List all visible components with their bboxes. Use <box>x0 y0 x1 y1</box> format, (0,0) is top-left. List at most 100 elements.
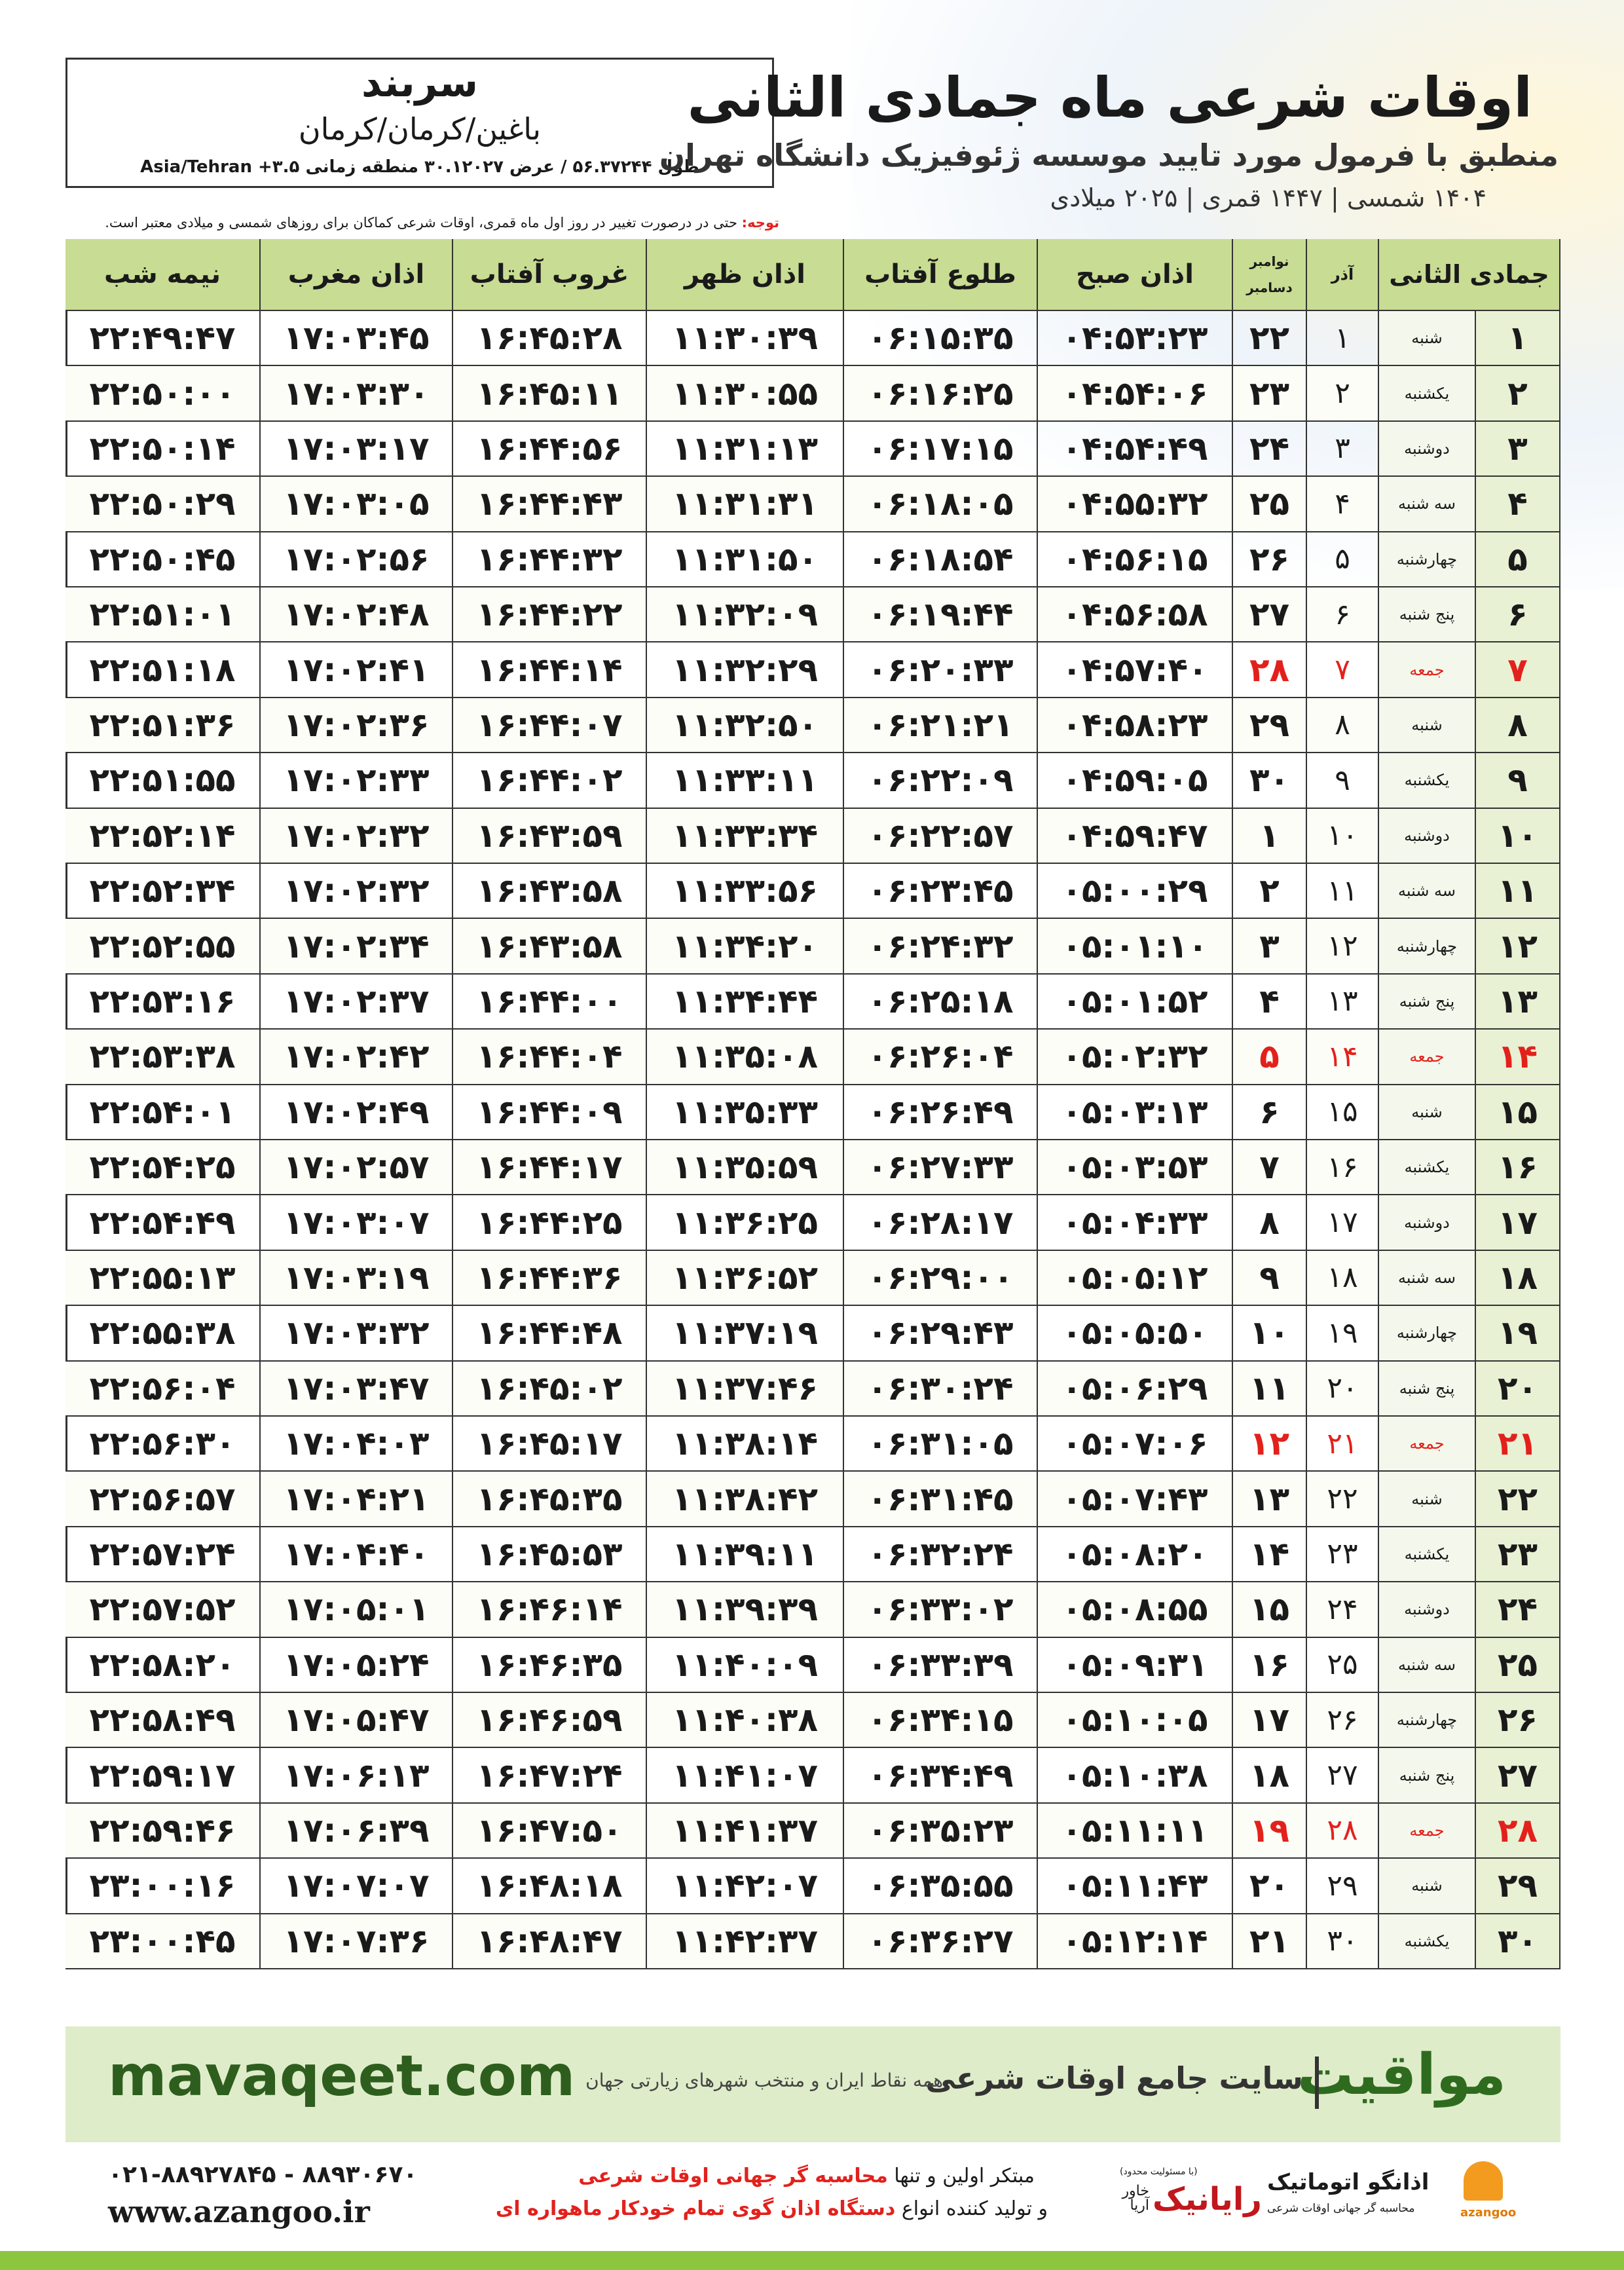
time-cell: ۰۶:۲۹:۰۰ <box>844 1250 1038 1307</box>
time-cell: ۰۶:۳۴:۱۵ <box>844 1693 1038 1749</box>
azar-cell: ۱۶ <box>1307 1140 1379 1196</box>
gregorian-cell: ۳۰ <box>1233 753 1307 809</box>
time-cell: ۲۲:۵۰:۲۹ <box>65 477 261 532</box>
time-cell: ۲۲:۵۴:۴۹ <box>65 1195 261 1251</box>
time-cell: ۰۶:۲۳:۴۵ <box>844 864 1038 920</box>
time-cell: ۰۶:۲۶:۰۴ <box>844 1030 1038 1085</box>
time-cell: ۲۳:۰۰:۴۵ <box>65 1914 261 1969</box>
time-cell: ۱۶:۴۵:۵۳ <box>453 1527 647 1583</box>
time-cell: ۱۱:۳۵:۳۳ <box>647 1085 844 1140</box>
azar-cell: ۲۸ <box>1307 1803 1379 1859</box>
time-cell: ۱۶:۴۳:۵۹ <box>453 808 647 864</box>
gregorian-cell: ۲۹ <box>1233 698 1307 754</box>
subtitle: منطبق با فرمول مورد تایید موسسه ژئوفیزیک… <box>659 138 1559 173</box>
time-cell: ۱۱:۳۷:۴۶ <box>647 1361 844 1417</box>
day-cell: ۱۹ <box>1476 1306 1560 1362</box>
time-cell: ۱۱:۳۱:۱۳ <box>647 421 844 477</box>
weekday-cell: شنبه <box>1379 311 1476 367</box>
azangoo-logo: اذانگو اتوماتیک <box>1267 2169 1430 2195</box>
time-cell: ۱۷:۰۳:۰۵ <box>261 477 453 532</box>
time-cell: ۱۱:۳۲:۰۹ <box>647 587 844 643</box>
time-cell: ۱۷:۰۲:۵۷ <box>261 1140 453 1196</box>
time-cell: ۱۶:۴۳:۵۸ <box>453 864 647 920</box>
day-cell: ۲۹ <box>1476 1859 1560 1914</box>
promo-highlight: دستگاه اذان گوی تمام خودکار ماهواره ای <box>495 2197 896 2220</box>
time-cell: ۱۱:۴۲:۳۷ <box>647 1914 844 1969</box>
azangoo-icon <box>1464 2161 1503 2201</box>
time-cell: ۱۶:۴۶:۵۹ <box>453 1693 647 1749</box>
time-cell: ۰۶:۳۱:۴۵ <box>844 1472 1038 1527</box>
time-cell: ۱۱:۳۳:۱۱ <box>647 753 844 809</box>
header-label: اذان صبح <box>1076 259 1194 289</box>
weekday-cell: پنج شنبه <box>1379 1361 1476 1417</box>
azar-cell: ۴ <box>1307 477 1379 532</box>
day-cell: ۲۱ <box>1476 1417 1560 1472</box>
day-cell: ۲۴ <box>1476 1582 1560 1638</box>
time-cell: ۱۶:۴۴:۰۷ <box>453 698 647 754</box>
prayer-table: جمادی الثانی آذر نوامبر دسامبر اذان صبح طلوع … <box>65 239 1560 1969</box>
time-cell: ۱۱:۴۲:۰۷ <box>647 1859 844 1914</box>
time-cell: ۰۴:۵۴:۴۹ <box>1038 421 1233 477</box>
header-cell: اذان مغرب <box>261 239 453 311</box>
city: سربند <box>361 60 478 106</box>
time-cell: ۱۱:۳۸:۱۴ <box>647 1417 844 1472</box>
time-cell: ۰۶:۲۹:۴۳ <box>844 1306 1038 1362</box>
time-cell: ۱۱:۳۷:۱۹ <box>647 1306 844 1362</box>
weekday-cell: دوشنبه <box>1379 421 1476 477</box>
azar-cell: ۲۳ <box>1307 1527 1379 1583</box>
time-cell: ۲۲:۵۱:۰۱ <box>65 587 261 643</box>
header-label: نوامبر <box>1249 253 1289 269</box>
gregorian-cell: ۱۹ <box>1233 1803 1307 1859</box>
khavar-logo: خاور آریا <box>1122 2183 1149 2214</box>
azar-cell: ۹ <box>1307 753 1379 809</box>
time-cell: ۱۷:۰۵:۰۱ <box>261 1582 453 1638</box>
title: اوقات شرعی ماه جمادی الثانی <box>687 65 1532 130</box>
time-cell: ۱۶:۴۴:۴۸ <box>453 1306 647 1362</box>
time-cell: ۲۲:۵۶:۵۷ <box>65 1472 261 1527</box>
time-cell: ۱۶:۴۳:۵۸ <box>453 919 647 975</box>
header-cell: جمادی الثانی <box>1379 239 1560 311</box>
time-cell: ۱۱:۳۶:۵۲ <box>647 1250 844 1307</box>
weekday-cell: چهارشنبه <box>1379 1306 1476 1362</box>
time-cell: ۱۱:۳۳:۵۶ <box>647 864 844 920</box>
time-cell: ۰۵:۰۵:۵۰ <box>1038 1306 1233 1362</box>
footer-band <box>65 2026 1560 2142</box>
gregorian-cell: ۱۰ <box>1233 1306 1307 1362</box>
time-cell: ۲۲:۵۸:۲۰ <box>65 1637 261 1693</box>
time-cell: ۱۷:۰۳:۱۷ <box>261 421 453 477</box>
time-cell: ۱۶:۴۷:۵۰ <box>453 1803 647 1859</box>
time-cell: ۰۵:۰۸:۵۵ <box>1038 1582 1233 1638</box>
time-cell: ۱۷:۰۳:۰۷ <box>261 1195 453 1251</box>
time-cell: ۰۶:۳۶:۲۷ <box>844 1914 1038 1969</box>
time-cell: ۱۱:۳۰:۳۹ <box>647 311 844 367</box>
time-cell: ۱۷:۰۲:۳۲ <box>261 808 453 864</box>
time-cell: ۲۲:۵۰:۴۵ <box>65 532 261 587</box>
day-cell: ۸ <box>1476 698 1560 754</box>
time-cell: ۱۶:۴۴:۴۳ <box>453 477 647 532</box>
phones: ۰۲۱-۸۸۹۲۷۸۴۵ - ۸۸۹۳۰۶۷۰ <box>108 2161 418 2188</box>
time-cell: ۱۶:۴۴:۲۵ <box>453 1195 647 1251</box>
time-cell: ۰۴:۵۸:۲۳ <box>1038 698 1233 754</box>
weekday-cell: یکشنبه <box>1379 366 1476 422</box>
time-cell: ۲۲:۵۱:۱۸ <box>65 642 261 698</box>
time-cell: ۰۴:۵۹:۴۷ <box>1038 808 1233 864</box>
time-cell: ۰۶:۲۰:۳۳ <box>844 642 1038 698</box>
weekday-cell: یکشنبه <box>1379 1527 1476 1583</box>
time-cell: ۱۶:۴۴:۱۴ <box>453 642 647 698</box>
gregorian-cell: ۲۲ <box>1233 311 1307 367</box>
azar-cell: ۳۰ <box>1307 1914 1379 1969</box>
time-cell: ۱۶:۴۶:۳۵ <box>453 1637 647 1693</box>
day-cell: ۵ <box>1476 532 1560 587</box>
day-cell: ۲۶ <box>1476 1693 1560 1749</box>
time-cell: ۰۵:۱۲:۱۴ <box>1038 1914 1233 1969</box>
weekday-cell: چهارشنبه <box>1379 1693 1476 1749</box>
time-cell: ۱۷:۰۴:۰۳ <box>261 1417 453 1472</box>
weekday-cell: یکشنبه <box>1379 1914 1476 1969</box>
time-cell: ۱۷:۰۲:۳۳ <box>261 753 453 809</box>
time-cell: ۰۵:۰۱:۵۲ <box>1038 974 1233 1030</box>
time-cell: ۲۲:۵۵:۳۸ <box>65 1306 261 1362</box>
time-cell: ۰۶:۳۵:۲۳ <box>844 1803 1038 1859</box>
time-cell: ۱۷:۰۳:۱۹ <box>261 1250 453 1307</box>
time-cell: ۱۶:۴۴:۳۲ <box>453 532 647 587</box>
time-cell: ۱۱:۳۵:۵۹ <box>647 1140 844 1196</box>
